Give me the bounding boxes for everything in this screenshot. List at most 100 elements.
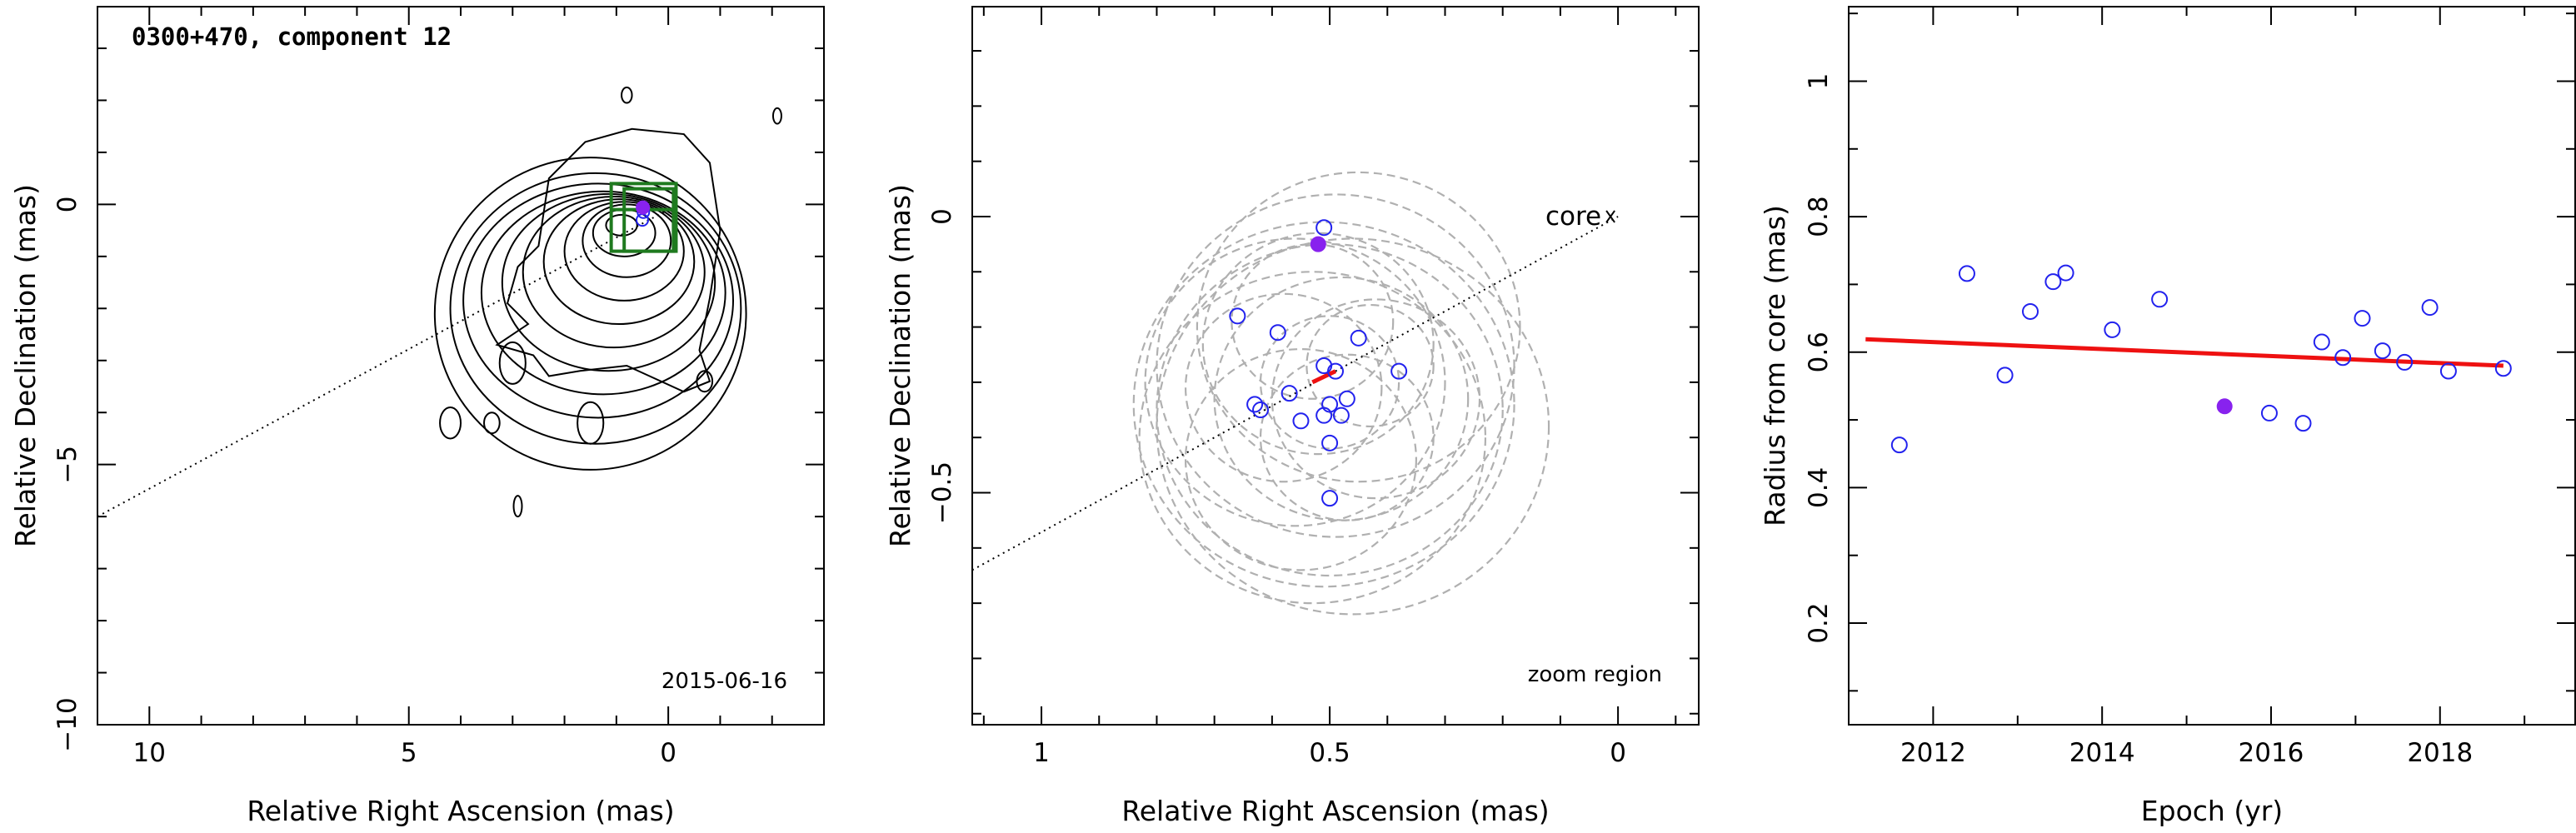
data-point: [1338, 390, 1355, 407]
core-marker: [1605, 210, 1615, 223]
x-axis-title: Relative Right Ascension (mas): [1121, 795, 1549, 827]
data-point: [2313, 333, 2330, 351]
y-tick-label: 0: [927, 208, 957, 225]
data-point: [2421, 299, 2439, 317]
y-tick-labels: 0 −5 −10: [52, 196, 82, 751]
highlight-point: [2216, 398, 2233, 415]
data-point: [1315, 219, 1333, 237]
error-circle: [1213, 276, 1470, 521]
contour-level: [501, 192, 716, 372]
jet-direction-line: [97, 208, 669, 518]
x-tick-label: 5: [401, 738, 417, 768]
data-point: [2494, 360, 2512, 377]
error-circle: [1271, 298, 1481, 500]
contour-level: [449, 172, 742, 445]
data-point: [1252, 402, 1270, 419]
data-point: [2396, 353, 2414, 371]
fit-line: [1865, 337, 2504, 368]
x-tick-label: 2012: [1900, 738, 1966, 768]
error-circle: [1184, 348, 1417, 571]
data-point: [1269, 324, 1286, 342]
data-point: [2022, 302, 2039, 320]
contour-island: [577, 401, 605, 445]
data-point: [2151, 291, 2169, 308]
y-tick-labels: 0.2 0.4 0.6 0.8 1: [1804, 73, 1834, 644]
error-circle: [1132, 221, 1515, 588]
error-circle: [1259, 353, 1435, 521]
contour-level: [522, 195, 706, 349]
contour-island: [483, 412, 501, 435]
x-axis-title: Relative Right Ascension (mas): [247, 795, 674, 827]
highlight-point: [636, 200, 651, 215]
data-point: [2439, 362, 2457, 380]
y-axis-title: Relative Declination (mas): [884, 184, 916, 547]
data-point: [2294, 415, 2312, 432]
component-points: [636, 200, 651, 227]
error-circle: [1196, 171, 1521, 483]
fit-segment: [1311, 369, 1337, 385]
data-point: [1315, 407, 1333, 424]
x-tick-label: 0: [1610, 738, 1626, 768]
data-point: [1350, 329, 1367, 347]
data-point: [2354, 310, 2371, 327]
contour-level: [480, 190, 726, 396]
jet-direction-line: [972, 216, 1619, 571]
y-tick-label: −5: [52, 446, 82, 484]
core-label: core: [1545, 202, 1601, 232]
plot-frame: [971, 6, 1700, 726]
contour-island: [498, 341, 527, 385]
y-tick-label: 1: [1804, 73, 1834, 90]
data-point: [1890, 436, 1908, 454]
jet-direction-line: [972, 216, 1619, 571]
error-circle: [1138, 271, 1487, 605]
error-circle: [1184, 292, 1383, 483]
component-points: [1229, 219, 1408, 507]
data-point: [1246, 396, 1264, 413]
x-tick-labels: 2012 2014 2016 2018: [1900, 738, 2473, 768]
x-tick-label: 0: [660, 738, 676, 768]
contour-level: [582, 203, 672, 278]
core-marker: [1605, 210, 1615, 223]
highlight-point: [1310, 236, 1326, 252]
y-tick-label: −10: [52, 697, 82, 751]
contour-level: [462, 182, 734, 419]
data-point: [1321, 434, 1339, 451]
data-point: [2044, 273, 2062, 291]
error-circle: [1259, 315, 1400, 450]
y-tick-label: 0.4: [1804, 467, 1834, 508]
error-circle: [1156, 243, 1504, 577]
x-tick-labels: 10 5 0: [133, 738, 676, 768]
panel-map: 10 5 0 0 −5 −10 0300+470, component 12 2015-…: [9, 6, 825, 827]
y-axis-title: Relative Declination (mas): [9, 184, 42, 547]
contour-set: [433, 127, 747, 471]
error-circle: [1156, 237, 1550, 616]
x-tick-label: 2018: [2407, 738, 2473, 768]
panel-radius: 2012 2014 2016 2018 0.2 0.4 0.6 0.8 1 Epoch (yr…: [1759, 6, 2576, 827]
x-tick-labels: 1 0.5 0: [1033, 738, 1626, 768]
contour-level: [433, 157, 747, 471]
contour-island: [439, 406, 462, 440]
plot-frame: [97, 6, 825, 726]
fit-segment: [1311, 369, 1337, 385]
x-tick-label: 1: [1033, 738, 1050, 768]
data-point: [2260, 404, 2278, 421]
plot-frame: [1848, 6, 2576, 726]
panel-zoom: core zoom region 1 0.5 0 0 −0.5 Relative Ri…: [884, 6, 1700, 827]
y-tick-label: 0.8: [1804, 196, 1834, 237]
error-circle: [1156, 193, 1515, 538]
date-label: 2015-06-16: [661, 669, 787, 694]
fit-line: [1865, 337, 2504, 368]
zoom-box: [622, 187, 676, 253]
contour-outer: [495, 127, 721, 393]
y-tick-label: −0.5: [927, 461, 957, 524]
data-point: [1292, 412, 1310, 430]
data-point: [1321, 490, 1339, 507]
data-point: [1281, 385, 1298, 402]
jet-direction-line: [97, 208, 669, 518]
component-points: [1890, 264, 2512, 454]
contour-island: [512, 495, 523, 518]
data-point: [2057, 264, 2074, 282]
data-point: [1332, 407, 1350, 424]
zoom-region-label: zoom region: [1528, 662, 1662, 687]
